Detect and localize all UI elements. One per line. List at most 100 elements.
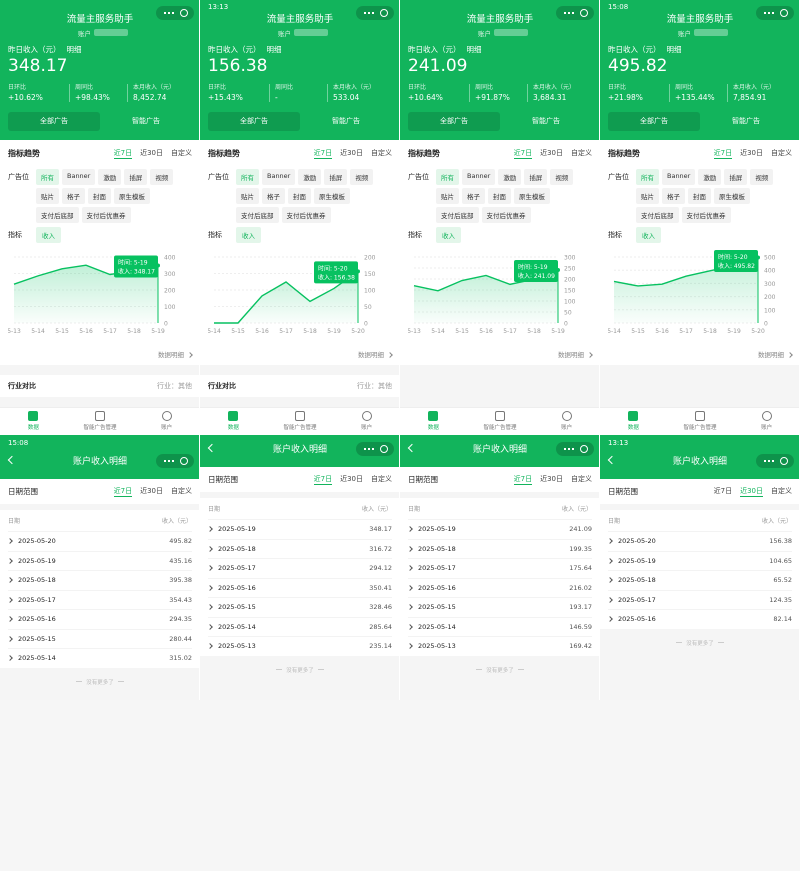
- ad-slot-chip[interactable]: 激励: [698, 169, 722, 185]
- list-row[interactable]: 2025-05-18 316.72: [207, 538, 392, 559]
- button-all-ads[interactable]: 全部广告: [608, 112, 700, 131]
- list-row[interactable]: 2025-05-20 156.38: [607, 531, 792, 551]
- ad-slot-chip[interactable]: 所有: [636, 169, 659, 185]
- range-tab[interactable]: 近7日: [113, 487, 133, 497]
- detail-link[interactable]: 明细: [266, 45, 282, 54]
- ad-slot-chip[interactable]: 原生模板: [514, 188, 550, 204]
- list-row[interactable]: 2025-05-19 241.09: [407, 519, 592, 539]
- list-row[interactable]: 2025-05-19 435.16: [7, 550, 192, 571]
- list-row[interactable]: 2025-05-15 193.17: [407, 597, 592, 617]
- range-tab[interactable]: 近30日: [540, 475, 563, 483]
- ad-slot-chip[interactable]: 插屏: [124, 169, 148, 185]
- menu-capsule[interactable]: [556, 6, 594, 20]
- list-row[interactable]: 2025-05-20 495.82: [7, 531, 192, 551]
- list-row[interactable]: 2025-05-19 348.17: [207, 519, 392, 539]
- indicator-chip[interactable]: 收入: [636, 227, 661, 243]
- list-row[interactable]: 2025-05-17 354.43: [7, 589, 192, 610]
- tab-item[interactable]: 数据: [400, 408, 467, 435]
- menu-capsule[interactable]: [156, 454, 194, 468]
- tab-item[interactable]: 智能广告管理: [67, 408, 134, 435]
- list-row[interactable]: 2025-05-16 82.14: [607, 609, 792, 629]
- range-tab[interactable]: 近30日: [540, 149, 563, 157]
- list-row[interactable]: 2025-05-16 294.35: [7, 609, 192, 629]
- data-detail-link[interactable]: 数据明细: [608, 349, 793, 359]
- indicator-chip[interactable]: 收入: [236, 227, 261, 243]
- ad-slot-chip[interactable]: 支付后优惠券: [281, 207, 331, 223]
- ad-slot-chip[interactable]: 原生模板: [114, 188, 150, 204]
- menu-capsule[interactable]: [556, 442, 594, 456]
- ad-slot-chip[interactable]: 支付后优惠券: [681, 207, 731, 223]
- ad-slot-chip[interactable]: 格子: [462, 188, 485, 204]
- ad-slot-chip[interactable]: 封面: [688, 188, 711, 204]
- tab-item[interactable]: 数据: [200, 408, 267, 435]
- ad-slot-chip[interactable]: 所有: [36, 169, 59, 185]
- list-row[interactable]: 2025-05-16 350.41: [207, 577, 392, 598]
- ad-slot-chip[interactable]: 贴片: [636, 188, 659, 204]
- ad-slot-chip[interactable]: 所有: [236, 169, 259, 185]
- list-row[interactable]: 2025-05-14 315.02: [7, 648, 192, 668]
- ad-slot-chip[interactable]: 支付后底部: [36, 207, 79, 223]
- tab-item[interactable]: 账户: [133, 408, 199, 435]
- tab-item[interactable]: 智能广告管理: [667, 408, 734, 435]
- range-tab[interactable]: 自定义: [371, 149, 392, 157]
- ad-slot-chip[interactable]: 插屏: [724, 169, 748, 185]
- ad-slot-chip[interactable]: Banner: [662, 169, 696, 185]
- ad-slot-chip[interactable]: 原生模板: [714, 188, 750, 204]
- menu-capsule[interactable]: [356, 6, 394, 20]
- ad-slot-chip[interactable]: 封面: [88, 188, 111, 204]
- indicator-chip[interactable]: 收入: [36, 227, 61, 243]
- menu-capsule[interactable]: [756, 6, 794, 20]
- list-row[interactable]: 2025-05-16 216.02: [407, 577, 592, 598]
- ad-slot-chip[interactable]: 封面: [288, 188, 311, 204]
- range-tab[interactable]: 自定义: [771, 487, 792, 495]
- list-row[interactable]: 2025-05-18 65.52: [607, 570, 792, 590]
- ad-slot-chip[interactable]: 视频: [150, 169, 174, 185]
- range-tab[interactable]: 近7日: [313, 149, 333, 159]
- ad-slot-chip[interactable]: Banner: [462, 169, 496, 185]
- list-row[interactable]: 2025-05-14 285.64: [207, 616, 392, 637]
- tab-item[interactable]: 智能广告管理: [267, 408, 334, 435]
- range-tab[interactable]: 近7日: [113, 149, 133, 159]
- ad-slot-chip[interactable]: 支付后底部: [636, 207, 679, 223]
- list-row[interactable]: 2025-05-13 235.14: [207, 636, 392, 656]
- range-tab[interactable]: 近7日: [713, 149, 733, 159]
- range-tab[interactable]: 近30日: [140, 487, 163, 495]
- button-smart-ads[interactable]: 智能广告: [132, 117, 160, 125]
- data-detail-link[interactable]: 数据明细: [208, 349, 393, 359]
- range-tab[interactable]: 近30日: [340, 475, 363, 483]
- list-row[interactable]: 2025-05-15 280.44: [7, 628, 192, 649]
- button-all-ads[interactable]: 全部广告: [208, 112, 300, 131]
- list-row[interactable]: 2025-05-17 175.64: [407, 558, 592, 578]
- menu-capsule[interactable]: [756, 454, 794, 468]
- ad-slot-chip[interactable]: 格子: [62, 188, 85, 204]
- data-detail-link[interactable]: 数据明细: [8, 349, 193, 359]
- button-smart-ads[interactable]: 智能广告: [332, 117, 360, 125]
- button-all-ads[interactable]: 全部广告: [8, 112, 100, 131]
- ad-slot-chip[interactable]: 支付后优惠券: [481, 207, 531, 223]
- tab-item[interactable]: 账户: [533, 408, 599, 435]
- ad-slot-chip[interactable]: 支付后底部: [436, 207, 479, 223]
- ad-slot-chip[interactable]: Banner: [62, 169, 96, 185]
- list-row[interactable]: 2025-05-17 294.12: [207, 558, 392, 578]
- ad-slot-chip[interactable]: 视频: [750, 169, 774, 185]
- button-all-ads[interactable]: 全部广告: [408, 112, 500, 131]
- button-smart-ads[interactable]: 智能广告: [732, 117, 760, 125]
- range-tab[interactable]: 近7日: [313, 475, 333, 485]
- range-tab[interactable]: 近30日: [740, 149, 763, 157]
- ad-slot-chip[interactable]: 激励: [98, 169, 122, 185]
- range-tab[interactable]: 自定义: [171, 149, 192, 157]
- range-tab[interactable]: 自定义: [171, 487, 192, 495]
- ad-slot-chip[interactable]: 支付后底部: [236, 207, 279, 223]
- ad-slot-chip[interactable]: 贴片: [436, 188, 459, 204]
- detail-link[interactable]: 明细: [466, 45, 482, 54]
- ad-slot-chip[interactable]: 插屏: [524, 169, 548, 185]
- ad-slot-chip[interactable]: 格子: [662, 188, 685, 204]
- list-row[interactable]: 2025-05-17 124.35: [607, 589, 792, 610]
- menu-capsule[interactable]: [156, 6, 194, 20]
- ad-slot-chip[interactable]: 激励: [498, 169, 522, 185]
- ad-slot-chip[interactable]: 贴片: [36, 188, 59, 204]
- ad-slot-chip[interactable]: 支付后优惠券: [81, 207, 131, 223]
- range-tab[interactable]: 近7日: [513, 149, 533, 159]
- list-row[interactable]: 2025-05-14 146.59: [407, 616, 592, 637]
- list-row[interactable]: 2025-05-15 328.46: [207, 597, 392, 617]
